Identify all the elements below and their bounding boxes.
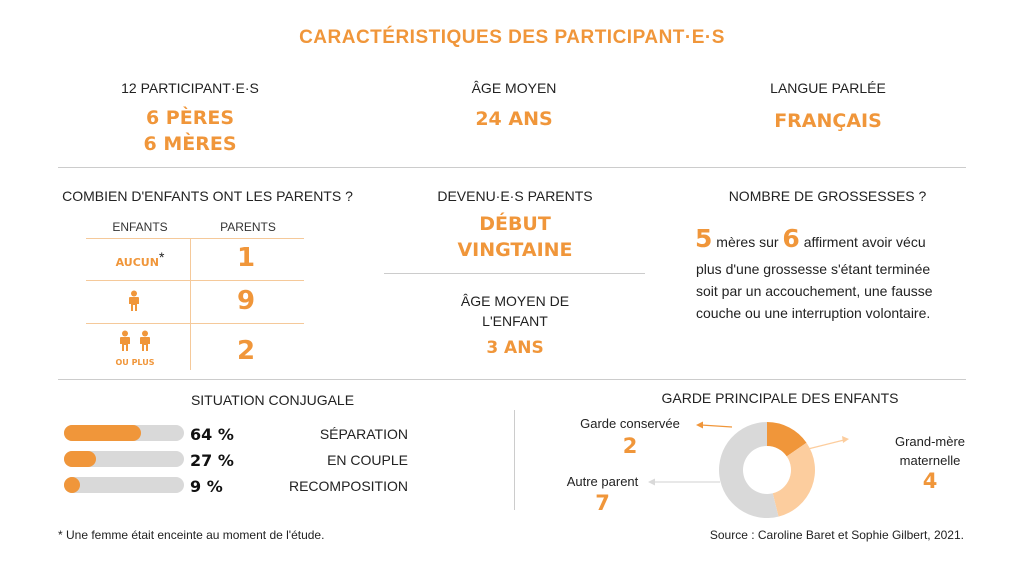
table-line (86, 323, 304, 324)
table-line (86, 280, 304, 281)
child-icon (126, 290, 142, 317)
langue-value: FRANÇAIS (774, 110, 882, 132)
pct-couple: 27 % (190, 451, 234, 470)
devenu-debut: DÉBUT (479, 213, 551, 235)
value-gm: 4 (922, 469, 938, 493)
garde-title: GARDE PRINCIPALE DES ENFANTS (661, 390, 899, 406)
grossesses-text: 5 mères sur 6 affirment avoir vécu (695, 226, 980, 253)
participants-meres: 6 MÈRES (143, 133, 237, 155)
row-plus-value: 2 (236, 336, 256, 366)
table-col-divider (190, 238, 191, 370)
enfants-label: COMBIEN D'ENFANTS ONT LES PARENTS ? (62, 188, 353, 204)
row-aucun-value: 1 (236, 243, 256, 273)
bar-fill-couple (64, 451, 97, 467)
age-label: ÂGE MOYEN (471, 80, 557, 96)
label-gm-2: maternelle (899, 453, 961, 468)
col-parents: PARENTS (220, 220, 276, 234)
age-enfant-label-2: L'ENFANT (482, 313, 548, 329)
value-autre: 7 (595, 491, 610, 515)
arrow-head (696, 421, 703, 429)
slice-garde-conservee (767, 422, 807, 457)
bar-track-recomposition (64, 477, 184, 493)
age-enfant-value: 3 ANS (486, 338, 544, 358)
garde-donut-chart (648, 421, 849, 518)
bar-fill-recomposition (64, 477, 80, 493)
participants-peres: 6 PÈRES (145, 107, 235, 129)
slice-grand-mere (772, 442, 815, 517)
grossesses-n1: 5 (695, 224, 713, 253)
grossesses-line2: plus d'une grossesse s'étant terminée (696, 261, 931, 277)
cat-separation: SÉPARATION (319, 426, 408, 442)
grossesses-label: NOMBRE DE GROSSESSES ? (728, 188, 927, 204)
divider-vertical (514, 410, 515, 510)
label-conservee: Garde conservée (580, 416, 680, 431)
devenu-label: DEVENU·E·S PARENTS (437, 188, 593, 204)
grossesses-t2: affirment avoir vécu (803, 234, 926, 250)
grossesses-line4: couche ou une interruption volontaire. (696, 305, 931, 321)
participants-label: 12 PARTICIPANT·E·S (121, 80, 259, 96)
bar-track-separation (64, 425, 184, 441)
divider-top (58, 167, 966, 168)
langue-label: LANGUE PARLÉE (770, 80, 886, 96)
grossesses-n2: 6 (782, 224, 800, 253)
table-line (86, 238, 304, 239)
cat-couple: EN COUPLE (327, 452, 408, 468)
pct-recomposition: 9 % (190, 477, 223, 496)
arrow-head (842, 436, 849, 443)
row-plus-label: OU PLUS (115, 358, 155, 367)
label-gm-1: Grand-mère (894, 434, 966, 449)
arrow-conservee (700, 424, 733, 428)
age-enfant-label-1: ÂGE MOYEN DE (460, 293, 570, 309)
grossesses-line3: soit par un accouchement, une fausse (696, 283, 933, 299)
slice-autre-parent (719, 422, 779, 518)
label-autre: Autre parent (566, 474, 639, 489)
bar-track-couple (64, 451, 184, 467)
col-enfants: ENFANTS (112, 220, 168, 234)
bar-fill-separation (64, 425, 141, 441)
pct-separation: 64 % (190, 425, 234, 444)
footnote-mark: * (158, 249, 165, 265)
grossesses-t1: mères sur (716, 234, 779, 250)
divider-bottom (58, 379, 966, 380)
devenu-vingtaine: VINGTAINE (457, 239, 573, 261)
divider-middle (384, 273, 645, 274)
arrow-grand-mere (807, 439, 845, 450)
conjugale-label: SITUATION CONJUGALE (190, 392, 355, 408)
table-row: AUCUN* (92, 249, 188, 271)
children-icon (115, 330, 155, 361)
row-one-value: 9 (236, 286, 256, 316)
arrow-head (648, 478, 655, 486)
source: Source : Caroline Baret et Sophie Gilber… (709, 528, 964, 542)
page-title: CARACTÉRISTIQUES DES PARTICIPANT·E·S (299, 27, 725, 48)
age-value: 24 ANS (475, 108, 553, 130)
footnote: * Une femme était enceinte au moment de … (58, 528, 325, 542)
value-conservee: 2 (622, 434, 638, 458)
row-aucun-label: AUCUN (115, 256, 159, 269)
cat-recomposition: RECOMPOSITION (288, 478, 408, 494)
